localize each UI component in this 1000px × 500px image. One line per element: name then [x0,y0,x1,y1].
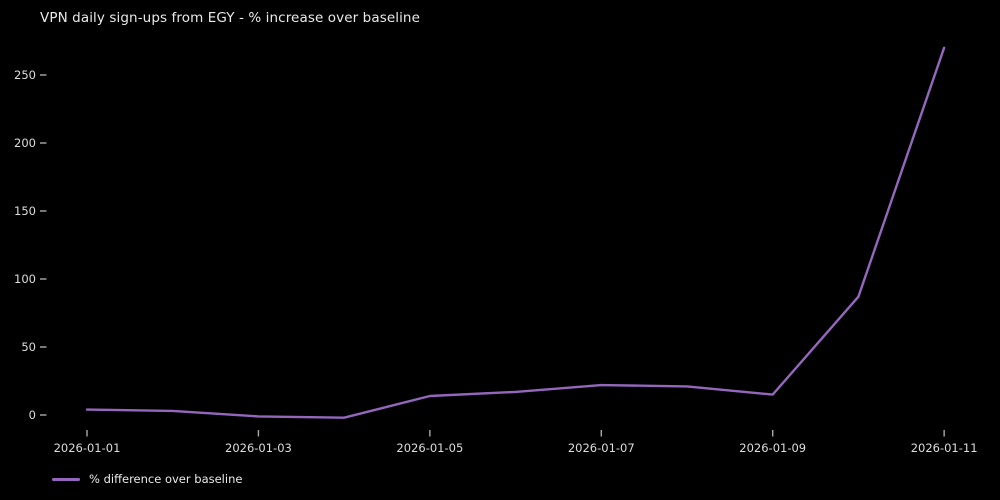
legend: % difference over baseline [52,472,242,486]
y-tick-label: 50 [21,340,36,354]
y-tick-label: 0 [28,408,36,422]
x-tick-label: 2026-01-03 [225,441,292,455]
series-line [85,46,946,419]
chart-title: VPN daily sign-ups from EGY - % increase… [40,10,420,26]
legend-label: % difference over baseline [89,472,243,486]
y-tick-label: 200 [14,136,36,150]
legend-line-swatch [52,477,80,481]
x-tick-label: 2026-01-07 [567,441,635,455]
x-tick-label: 2026-01-01 [53,441,121,455]
x-tick-label: 2026-01-11 [910,441,978,455]
y-tick-label: 150 [14,204,36,218]
y-tick-label: 100 [14,272,36,286]
x-axis-tick-marks [86,430,945,437]
y-tick-label: 250 [14,68,36,82]
y-axis-tick-marks [40,74,47,416]
x-tick-label: 2026-01-09 [739,441,807,455]
x-tick-label: 2026-01-05 [396,441,464,455]
